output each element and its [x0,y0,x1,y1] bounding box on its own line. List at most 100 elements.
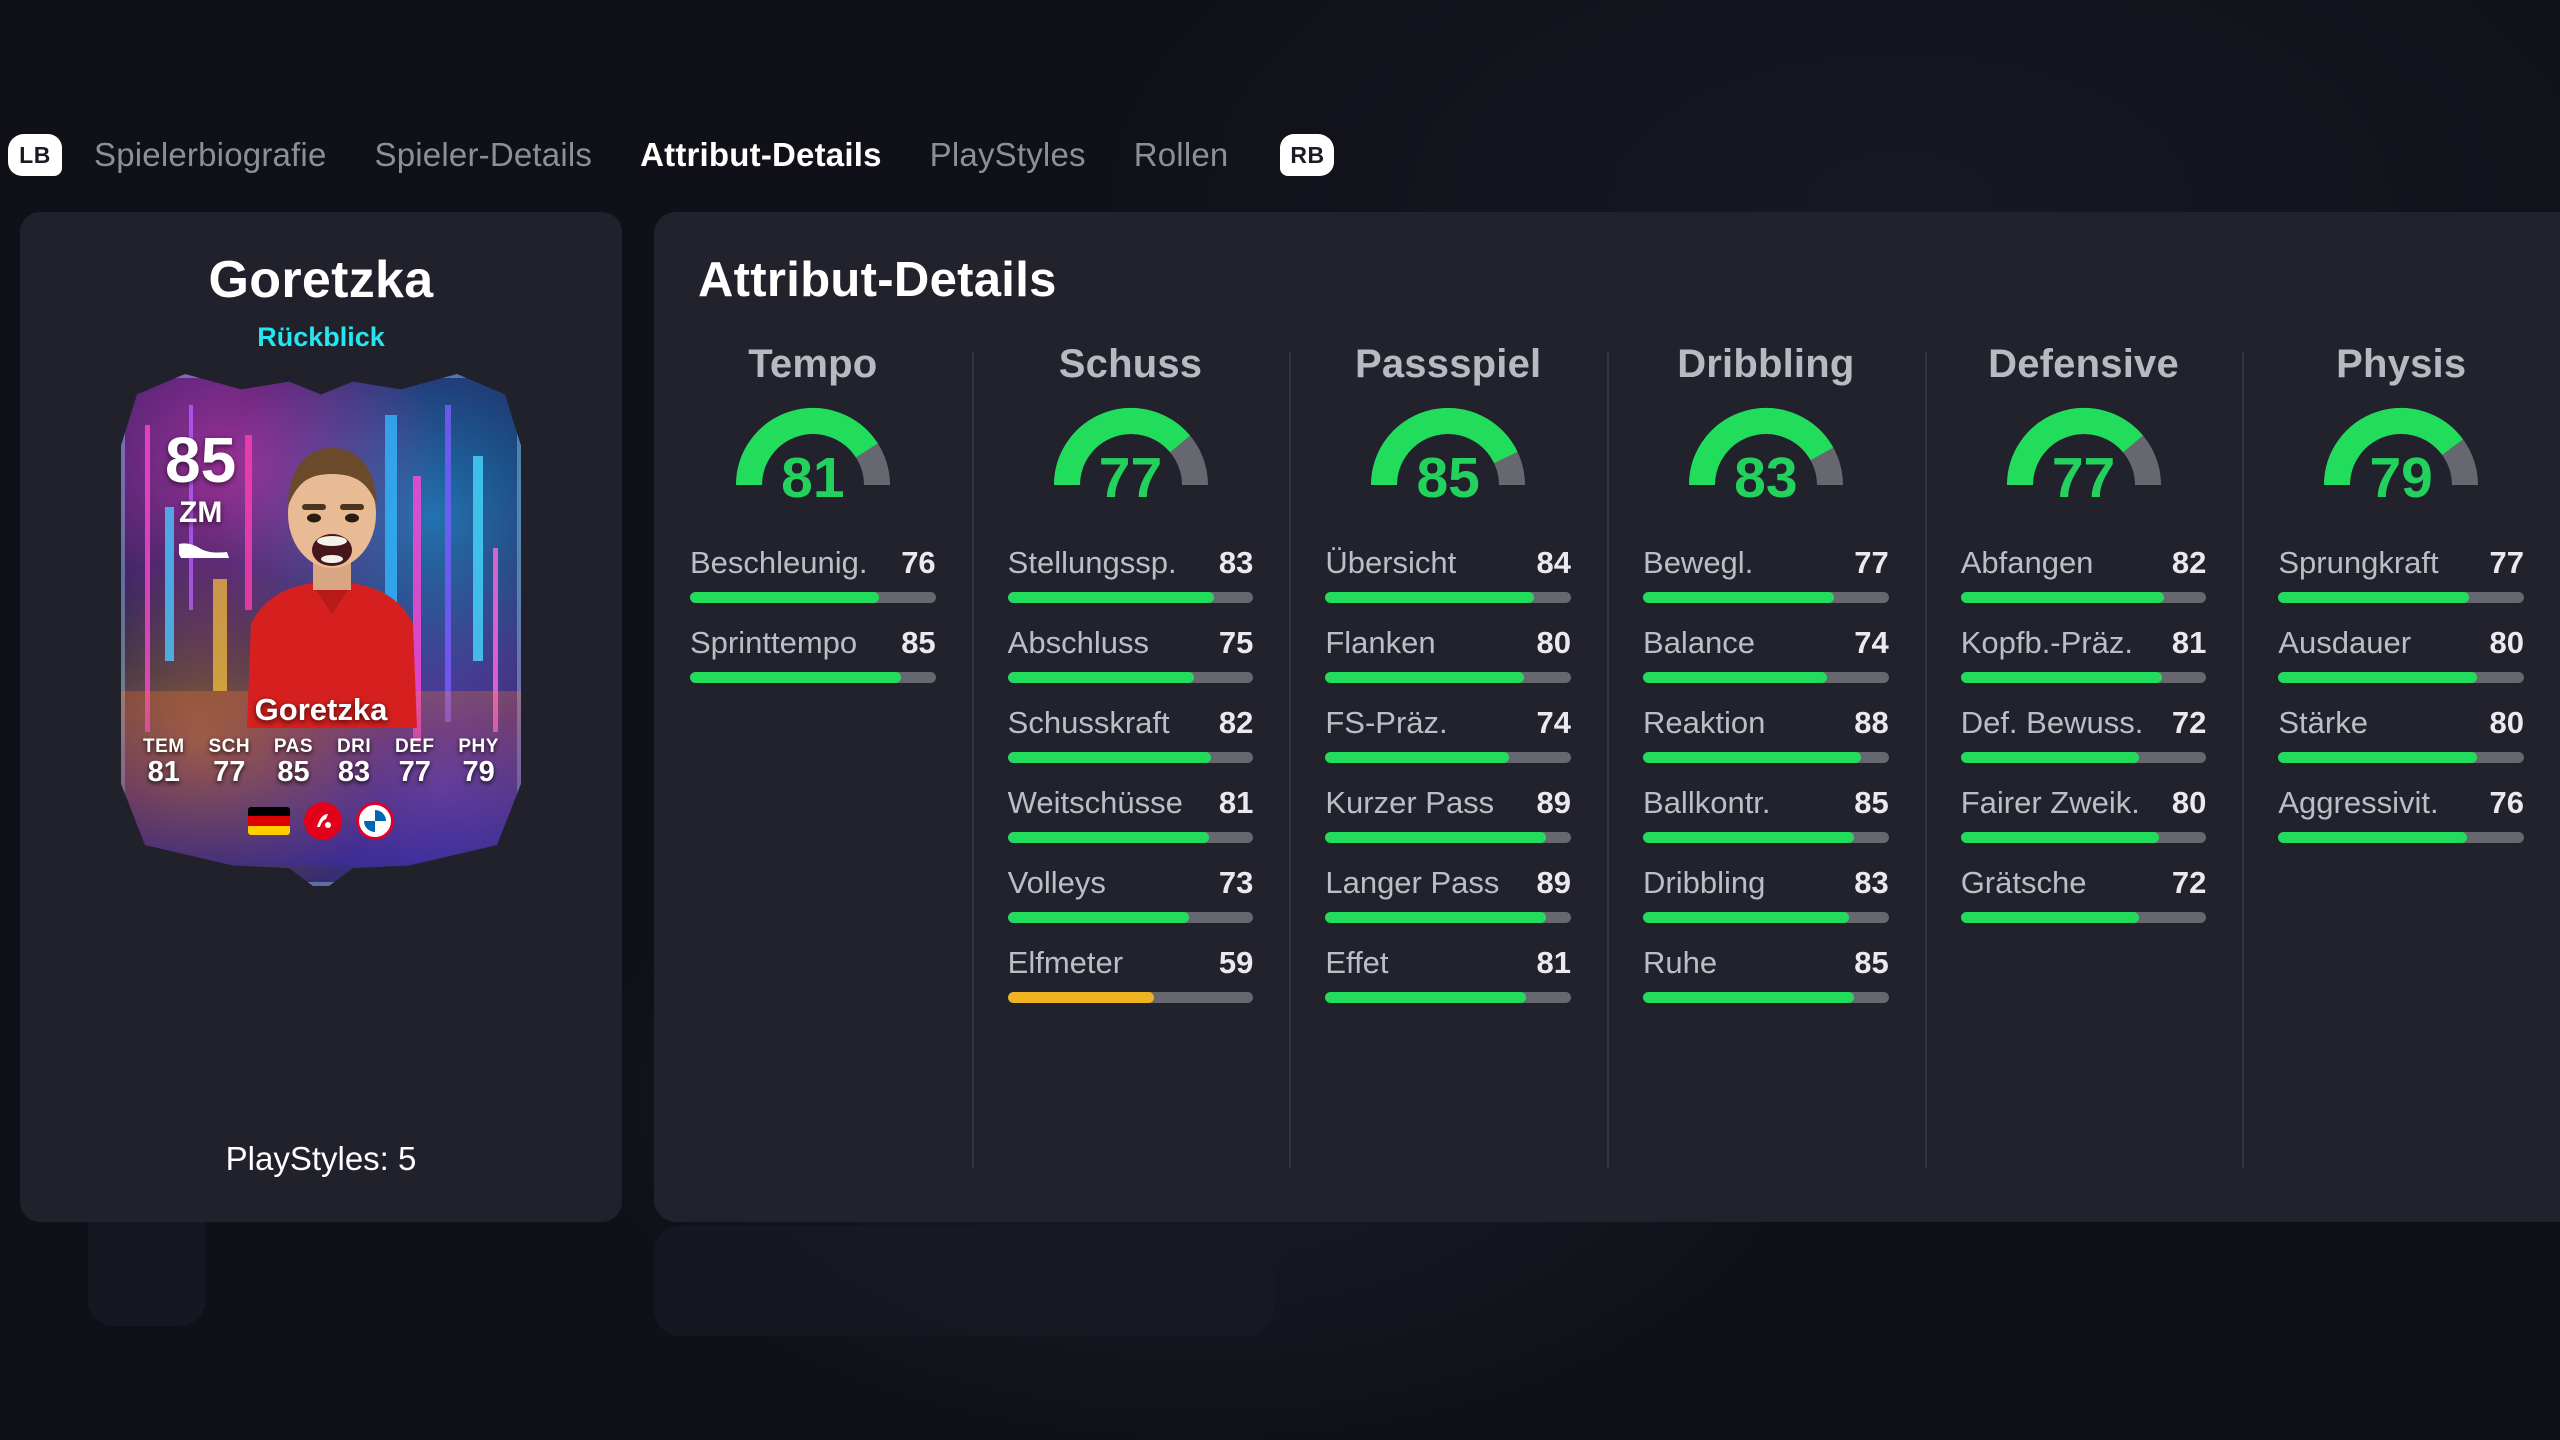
attribute-stat-label: Volleys [1007,865,1106,900]
card-stat-key: SCH [208,736,251,757]
attribute-stat-value: 80 [1536,625,1572,660]
attribute-stat-value: 85 [1854,945,1889,980]
attribute-stat-kopfb-pr-z: Kopfb.-Präz. 81 [1960,625,2207,683]
attribute-stat-label: Abfangen [1960,545,2094,580]
tab-attribut-details[interactable]: Attribut-Details [640,136,882,173]
attribute-gauge: 85 [1325,401,1571,523]
boot-icon [179,543,229,558]
card-stat-key: DRI [336,736,372,757]
attribute-stat-ruhe: Ruhe 85 [1643,945,1889,1003]
attribute-stat-value: 81 [2171,625,2207,660]
attribute-gauge: 79 [2278,401,2524,523]
attribute-stat-bar [2278,832,2525,843]
attribute-stat-label: Sprungkraft [2278,545,2439,580]
attribute-stat-value: 81 [1218,785,1254,820]
attribute-column-title: Schuss [1058,342,1203,386]
attribute-stat-value: 85 [1854,785,1889,820]
right-bumper-icon[interactable]: RB [1280,134,1335,176]
attribute-stat-fs-pr-z: FS-Präz. 74 [1325,705,1572,763]
attribute-gauge-value: 77 [2051,446,2116,510]
left-bumper-icon[interactable]: LB [8,134,62,176]
attribute-stat-bar [1007,752,1254,763]
bundesliga-logo-icon [304,802,342,840]
attribute-stat-value: 73 [1218,865,1254,900]
attribute-stat-bar [1960,912,2207,923]
attribute-stat-value: 88 [1854,705,1889,740]
attribute-stat-label: FS-Präz. [1325,705,1448,740]
attribute-stat-value: 84 [1536,545,1572,580]
card-stat-key: TEM [143,736,185,757]
attribute-column-passspiel: Passspiel 85 Übersicht 84 Flanken 80 FS-Präz. 7… [1289,334,1607,1222]
player-name: Goretzka [208,251,434,309]
attribute-stat-weitsch-sse: Weitschüsse 81 [1007,785,1254,843]
card-stat-tem: TEM 81 [143,736,185,789]
attribute-stat-value: 81 [1536,945,1572,980]
attribute-stat-bewegl: Bewegl. 77 [1643,545,1889,603]
attribute-stat-bar [1643,592,1889,603]
attribute-stat-value: 82 [2171,545,2207,580]
attribute-stat-sprungkraft: Sprungkraft 77 [2278,545,2525,603]
attribute-stat-value: 72 [2171,865,2207,900]
attribute-stat-bar [1643,992,1889,1003]
tab-rollen[interactable]: Rollen [1133,136,1229,173]
attribute-column-dribbling: Dribbling 83 Bewegl. 77 Balance 74 Reaktion 88 B… [1607,334,1925,1222]
attribute-stat-value: 77 [1854,545,1889,580]
attribute-stat-value: 80 [2489,705,2525,740]
attribute-stat-value: 75 [1218,625,1254,660]
attribute-stat-value: 80 [2489,625,2525,660]
attribute-stat-value: 76 [901,545,936,580]
card-stat-value: 79 [462,756,495,788]
attribute-stat-value: 83 [1218,545,1254,580]
attribute-stat-value: 77 [2489,545,2525,580]
attribute-gauge-value: 77 [1098,446,1163,510]
attribute-gauge-value: 83 [1734,446,1798,510]
attribute-stat-label: Schusskraft [1007,705,1170,740]
attribute-stat-bar [1960,752,2207,763]
attribute-stat-bar [1960,832,2207,843]
attribute-stat-label: Beschleunig. [690,545,868,580]
attribute-column-physis: Physis 79 Sprungkraft 77 Ausdauer 80 Stärke 80 A… [2242,334,2560,1222]
card-position: ZM [179,496,223,529]
attribute-stat-label: Def. Bewuss. [1960,705,2144,740]
attribute-stat-label: Ausdauer [2278,625,2412,660]
attribute-stat-label: Stärke [2278,705,2368,740]
card-stat-value: 81 [147,756,180,788]
attribute-stat-bar [690,672,936,683]
attribute-stat-label: Dribbling [1643,865,1766,900]
attribute-stat-value: 80 [2171,785,2207,820]
attribute-gauge: 77 [1008,401,1254,523]
player-card-artwork: 85 ZM Goretzka TEM 81 SCH 77 [121,374,521,886]
attribute-stat-label: Fairer Zweik. [1960,785,2140,820]
attribute-stat-bar [1643,832,1889,843]
attribute-stat-label: Flanken [1325,625,1436,660]
attribute-stat-label: Langer Pass [1325,865,1500,900]
attribute-stat-value: 74 [1536,705,1572,740]
attribute-stat-ausdauer: Ausdauer 80 [2278,625,2525,683]
attribute-stat-label: Abschluss [1007,625,1149,660]
attribute-stat-label: Kurzer Pass [1325,785,1495,820]
attribute-stat-value: 89 [1536,865,1572,900]
card-stat-key: PHY [458,736,499,757]
card-stat-value: 85 [277,756,310,788]
attribute-stat-bar [1325,672,1572,683]
attribute-stat-bar [1960,592,2207,603]
tab-spielerbiografie[interactable]: Spielerbiografie [94,136,327,173]
attribute-stat-volleys: Volleys 73 [1007,865,1254,923]
attribute-stat-bar [690,592,936,603]
attribute-stat-label: Ruhe [1643,945,1718,980]
tab-playstyles[interactable]: PlayStyles [929,136,1086,173]
attribute-column-title: Passspiel [1354,342,1542,386]
attribute-columns: Tempo 81 Beschleunig. 76 Sprinttempo 85 Schuss… [654,334,2560,1222]
attribute-column-tempo: Tempo 81 Beschleunig. 76 Sprinttempo 85 [654,334,972,1222]
player-card[interactable]: 85 ZM Goretzka TEM 81 SCH 77 [121,374,521,886]
attribute-stat-bar [2278,592,2525,603]
attribute-gauge: 83 [1643,401,1889,523]
attribute-stat-elfmeter: Elfmeter 59 [1007,945,1254,1003]
tab-spieler-details[interactable]: Spieler-Details [374,136,593,173]
attribute-stat-bar [1007,832,1254,843]
card-stat-sch: SCH 77 [208,736,250,789]
attribute-column-title: Physis [2336,342,2467,386]
attribute-stat-reaktion: Reaktion 88 [1643,705,1889,763]
card-stat-pas: PAS 85 [274,736,313,789]
attribute-stat-label: Aggressivit. [2278,785,2439,820]
